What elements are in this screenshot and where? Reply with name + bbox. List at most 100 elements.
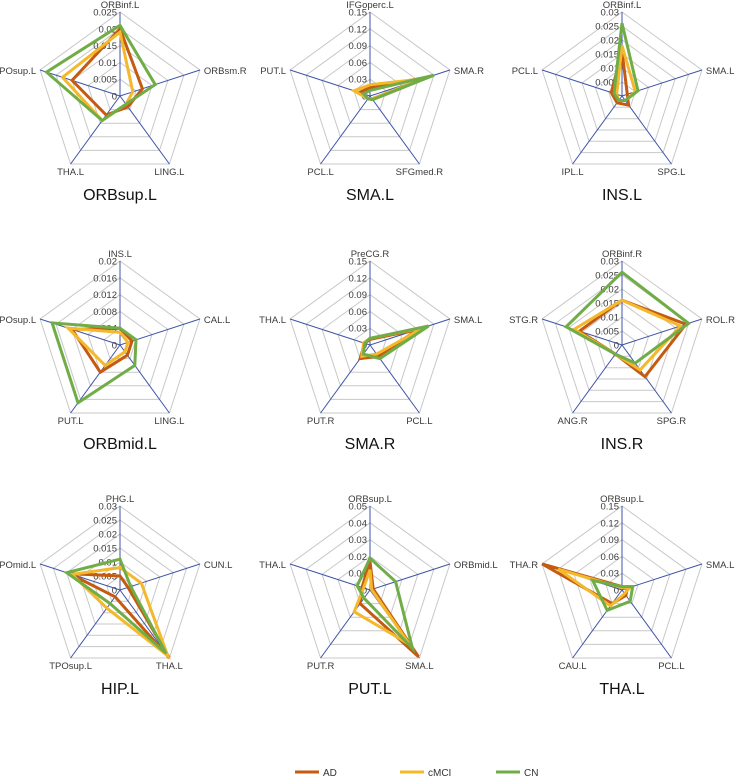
chart-title: ORBsup.L [83, 187, 157, 204]
radar-orbsup-l: 00.0050.010.0150.020.025ORBinf.LORBsm.RL… [0, 0, 247, 204]
axis-spoke [70, 95, 121, 165]
tick-label: 0 [112, 92, 117, 103]
series-cn [63, 557, 168, 655]
tick-label: 0.06 [349, 58, 368, 69]
tick-label: 0.03 [601, 8, 620, 19]
grid-ring [39, 505, 201, 659]
tick-label: 0.06 [601, 552, 620, 563]
tick-label: 0.03 [99, 502, 118, 513]
radar-charts: 00.0050.010.0150.020.025ORBinf.LORBsm.RL… [0, 0, 735, 698]
axis-label: SPG.L [657, 167, 685, 178]
tick-label: 0.03 [349, 75, 368, 86]
tick-label: 0.15 [601, 502, 620, 513]
tick-label: 0.03 [601, 569, 620, 580]
grid-ring [289, 260, 451, 414]
tick-label: 0 [112, 341, 117, 352]
grid-ring [337, 555, 403, 618]
series-cmci [571, 298, 684, 372]
grid-ring [581, 302, 663, 380]
grid-ring [71, 44, 169, 138]
axis-spoke [320, 589, 371, 659]
grid-ring [87, 61, 153, 124]
axis-label: CUN.L [204, 560, 233, 571]
chart-title: SMA.R [345, 436, 396, 453]
axis-label: PCL.L [512, 66, 538, 77]
axis-label: SMA.L [454, 315, 483, 326]
axis-label: TPOmid.L [0, 560, 36, 571]
axis-label: ROL.R [706, 315, 735, 326]
axis-label: LING.L [154, 416, 184, 427]
tick-label: 0.025 [595, 22, 619, 33]
tick-label: 0.15 [349, 257, 368, 268]
tick-label: 0.02 [99, 24, 118, 35]
series-ad [609, 50, 631, 107]
axis-label: ORBmid.L [454, 560, 498, 571]
axis-label: PCL.L [406, 416, 432, 427]
axis-spoke [572, 95, 623, 165]
grid-ring [321, 538, 419, 632]
grid-ring [541, 11, 703, 165]
tick-label: 0.05 [349, 502, 368, 513]
tick-label: 0.025 [93, 516, 117, 527]
grid-ring [39, 260, 201, 414]
grid-ring [52, 519, 188, 648]
tick-label: 0.008 [93, 307, 117, 318]
grid-ring [305, 28, 435, 151]
axis-label: IPL.L [562, 167, 584, 178]
chart-title: INS.L [602, 187, 642, 204]
axis-label: THA.L [259, 315, 286, 326]
axis-label: TPOsup.L [0, 315, 36, 326]
tick-label: 0.09 [349, 290, 368, 301]
axis-spoke [369, 95, 420, 165]
axis-label: ORBinf.L [101, 0, 140, 11]
series-cn [612, 22, 640, 102]
tick-label: 0.02 [99, 257, 118, 268]
tick-label: 0.12 [601, 518, 620, 529]
axis-spoke [572, 589, 623, 659]
tick-label: 0.005 [595, 327, 619, 338]
axis-spoke [572, 344, 623, 414]
chart-title: PUT.L [348, 681, 392, 698]
tick-label: 0.09 [349, 41, 368, 52]
grid-ring [289, 505, 451, 659]
tick-label: 0.06 [349, 307, 368, 318]
axis-label: SPG.R [657, 416, 687, 427]
tick-label: 0.025 [595, 271, 619, 282]
axis-label: PHG.L [106, 494, 135, 505]
tick-label: 0.01 [99, 58, 118, 69]
legend-label-cn: CN [524, 768, 538, 779]
axis-label: ORBinf.L [603, 0, 642, 11]
axis-label: PUT.L [260, 66, 286, 77]
grid-ring [541, 505, 703, 659]
grid-ring [55, 28, 185, 151]
tick-label: 0.15 [349, 8, 368, 19]
axis-label: THA.L [259, 560, 286, 571]
legend: AD cMCI CN [295, 768, 538, 779]
axis-spoke [39, 563, 121, 591]
axis-label: LING.L [154, 167, 184, 178]
axis-spoke [621, 563, 703, 591]
tick-label: 0.015 [93, 544, 117, 555]
axis-label: PCL.L [658, 661, 684, 672]
series-cn [49, 321, 138, 406]
grid-ring [568, 39, 676, 142]
axis-spoke [119, 563, 201, 591]
axis-spoke [70, 589, 121, 659]
axis-label: ORBsup.L [600, 494, 644, 505]
series-cn [43, 23, 158, 123]
axis-label: PUT.R [307, 661, 335, 672]
grid-ring [305, 277, 435, 400]
series-cmci [352, 569, 411, 646]
axis-spoke [320, 95, 371, 165]
tick-label: 0.02 [601, 285, 620, 296]
tick-label: 0 [614, 341, 619, 352]
series-cn [361, 324, 430, 361]
radar-sma-r: 00.030.060.090.120.15PreCG.RSMA.LPCL.LPU… [259, 249, 482, 453]
legend-label-ad: AD [323, 768, 337, 779]
chart-title: INS.R [601, 436, 644, 453]
tick-label: 0.005 [93, 75, 117, 86]
grid-ring [589, 555, 655, 618]
axis-label: PUT.L [58, 416, 84, 427]
